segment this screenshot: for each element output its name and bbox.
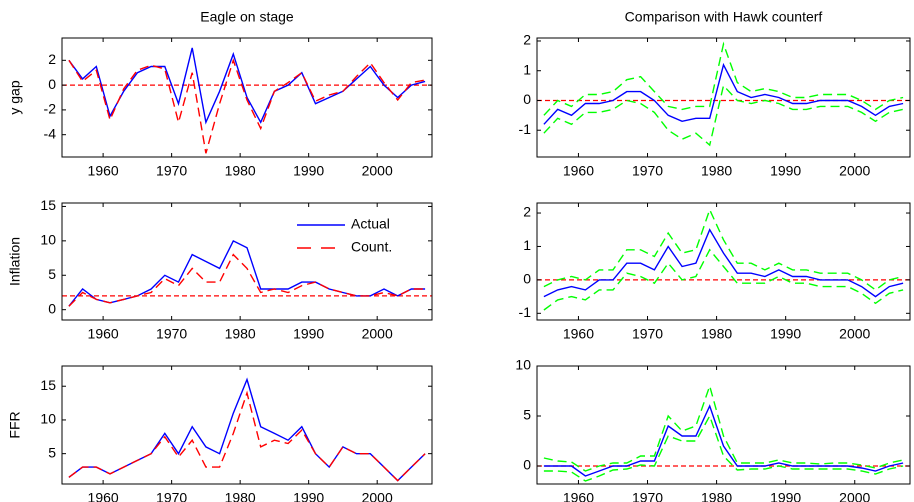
x-tick-label: 2000 — [362, 326, 393, 342]
series-line — [543, 404, 904, 477]
y-tick-label: 0 — [48, 300, 56, 316]
plot-area — [68, 377, 426, 482]
x-tick-label: 1960 — [88, 326, 119, 342]
axes-frame — [61, 37, 433, 158]
axes-frame — [61, 365, 433, 485]
x-tick-label: 1960 — [563, 490, 594, 502]
y-tick-label: 0 — [523, 457, 531, 473]
y-tick-label: 0 — [523, 271, 531, 287]
series-line — [68, 58, 426, 154]
plot-area — [537, 383, 910, 482]
x-tick-label: 1970 — [632, 326, 663, 342]
panel: Comparison with Hawk counterf 1960 1970 198… — [519, 9, 911, 179]
series-line — [68, 390, 426, 482]
axes-frame — [536, 37, 911, 158]
x-tick-label: 1970 — [156, 163, 187, 179]
x-tick-label: 1990 — [293, 163, 324, 179]
y-tick-label: -1 — [519, 304, 532, 320]
x-tick-label: 2000 — [362, 490, 393, 502]
series-line — [543, 414, 904, 482]
x-tick-label: 2000 — [839, 163, 870, 179]
y-tick-label: 10 — [515, 357, 531, 373]
x-tick-label: 1980 — [225, 326, 256, 342]
panel: FFR 1960 1970 1980 1990 2000 5 10 15 — [7, 365, 433, 502]
panel: Inflation 1960 1970 1980 1990 2000 0 5 10 15 Actua… — [7, 197, 433, 342]
x-tick-label: 1960 — [563, 326, 594, 342]
legend-label: Actual — [351, 216, 390, 232]
legend-box — [291, 213, 421, 261]
x-tick-label: 1970 — [156, 326, 187, 342]
x-tick-label: 1980 — [225, 163, 256, 179]
y-tick-label: 1 — [523, 237, 531, 253]
x-tick-label: 1970 — [156, 490, 187, 502]
plot-area — [62, 239, 432, 307]
plot-area — [537, 207, 910, 311]
x-tick-label: 1980 — [701, 490, 732, 502]
legend-label: Count. — [351, 239, 392, 255]
y-tick-label: 15 — [40, 197, 56, 213]
x-tick-label: 1970 — [632, 490, 663, 502]
y-tick-label: 1 — [523, 61, 531, 77]
panel: Eagle on stage y gap 1960 1970 1980 1990 2000 -… — [7, 9, 433, 179]
x-tick-label: 2000 — [839, 490, 870, 502]
panel-title: Eagle on stage — [200, 9, 294, 25]
series-line — [68, 47, 426, 125]
y-tick-label: -4 — [44, 125, 57, 141]
series-line — [543, 383, 904, 472]
x-tick-label: 1980 — [701, 163, 732, 179]
x-tick-label: 1960 — [88, 163, 119, 179]
x-tick-label: 1990 — [293, 490, 324, 502]
y-tick-label: 15 — [40, 377, 56, 393]
series-line — [543, 248, 904, 311]
plot-area — [537, 41, 910, 147]
y-tick-label: 10 — [40, 232, 56, 248]
panel: 1960 1970 1980 1990 2000 0 5 10 — [515, 357, 911, 502]
x-tick-label: 1990 — [293, 326, 324, 342]
series-line — [543, 228, 904, 298]
x-tick-label: 1970 — [632, 163, 663, 179]
axes-frame — [61, 202, 433, 321]
series-line — [543, 62, 904, 125]
y-tick-label: -2 — [44, 101, 57, 117]
plot-area — [62, 47, 432, 154]
x-tick-label: 1960 — [563, 163, 594, 179]
x-tick-label: 1960 — [88, 490, 119, 502]
x-tick-label: 1990 — [770, 326, 801, 342]
series-line — [543, 41, 904, 116]
y-tick-label: 10 — [40, 411, 56, 427]
x-tick-label: 1990 — [770, 490, 801, 502]
x-tick-label: 1980 — [701, 326, 732, 342]
y-tick-label: -1 — [519, 121, 532, 137]
series-line — [543, 207, 904, 291]
y-tick-label: 5 — [48, 266, 56, 282]
axes-frame — [536, 365, 911, 485]
panel: 1960 1970 1980 1990 2000 -1 0 1 2 — [519, 202, 911, 342]
series-line — [543, 84, 904, 147]
y-axis-label: Inflation — [7, 237, 23, 286]
axes-frame — [536, 202, 911, 321]
y-tick-label: 2 — [523, 204, 531, 220]
series-line — [68, 253, 426, 307]
y-tick-label: 5 — [523, 407, 531, 423]
y-tick-label: 0 — [523, 91, 531, 107]
y-tick-label: 0 — [48, 76, 56, 92]
x-tick-label: 2000 — [839, 326, 870, 342]
y-tick-label: 2 — [48, 51, 56, 67]
y-axis-label: y gap — [7, 80, 23, 114]
x-tick-label: 2000 — [362, 163, 393, 179]
x-tick-label: 1980 — [225, 490, 256, 502]
y-axis-label: FFR — [7, 411, 23, 438]
y-tick-label: 2 — [523, 32, 531, 48]
panel-title: Comparison with Hawk counterf — [625, 9, 823, 25]
y-tick-label: 5 — [48, 444, 56, 460]
x-tick-label: 1990 — [770, 163, 801, 179]
